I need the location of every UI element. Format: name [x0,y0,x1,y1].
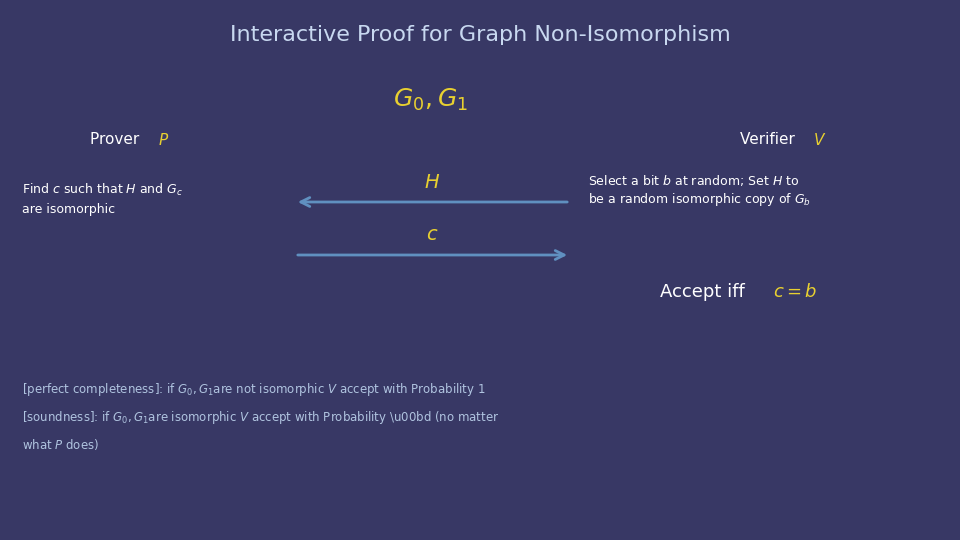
Text: $H$: $H$ [424,172,440,192]
Text: $G_0, G_1$: $G_0, G_1$ [393,87,468,113]
Text: $c$: $c$ [426,226,438,245]
Text: Find $c$ such that $H$ and $G_c$: Find $c$ such that $H$ and $G_c$ [22,182,183,198]
Text: $V$: $V$ [813,132,827,148]
Text: $c = b$: $c = b$ [773,283,818,301]
Text: are isomorphic: are isomorphic [22,204,115,217]
Text: Select a bit $b$ at random; Set $H$ to: Select a bit $b$ at random; Set $H$ to [588,172,800,187]
Text: Prover: Prover [90,132,144,147]
Text: what $P$ does): what $P$ does) [22,436,99,451]
Text: Verifier: Verifier [740,132,800,147]
Text: be a random isomorphic copy of $G_b$: be a random isomorphic copy of $G_b$ [588,192,811,208]
Text: Interactive Proof for Graph Non-Isomorphism: Interactive Proof for Graph Non-Isomorph… [229,25,731,45]
Text: Accept iff: Accept iff [660,283,751,301]
Text: $P$: $P$ [158,132,169,148]
Text: [soundness]: if $G_0, G_1$are isomorphic $V$ accept with Probability \u00bd (no : [soundness]: if $G_0, G_1$are isomorphic… [22,409,499,427]
Text: [perfect completeness]: if $G_0, G_1$are not isomorphic $V$ accept with Probabil: [perfect completeness]: if $G_0, G_1$are… [22,381,486,399]
